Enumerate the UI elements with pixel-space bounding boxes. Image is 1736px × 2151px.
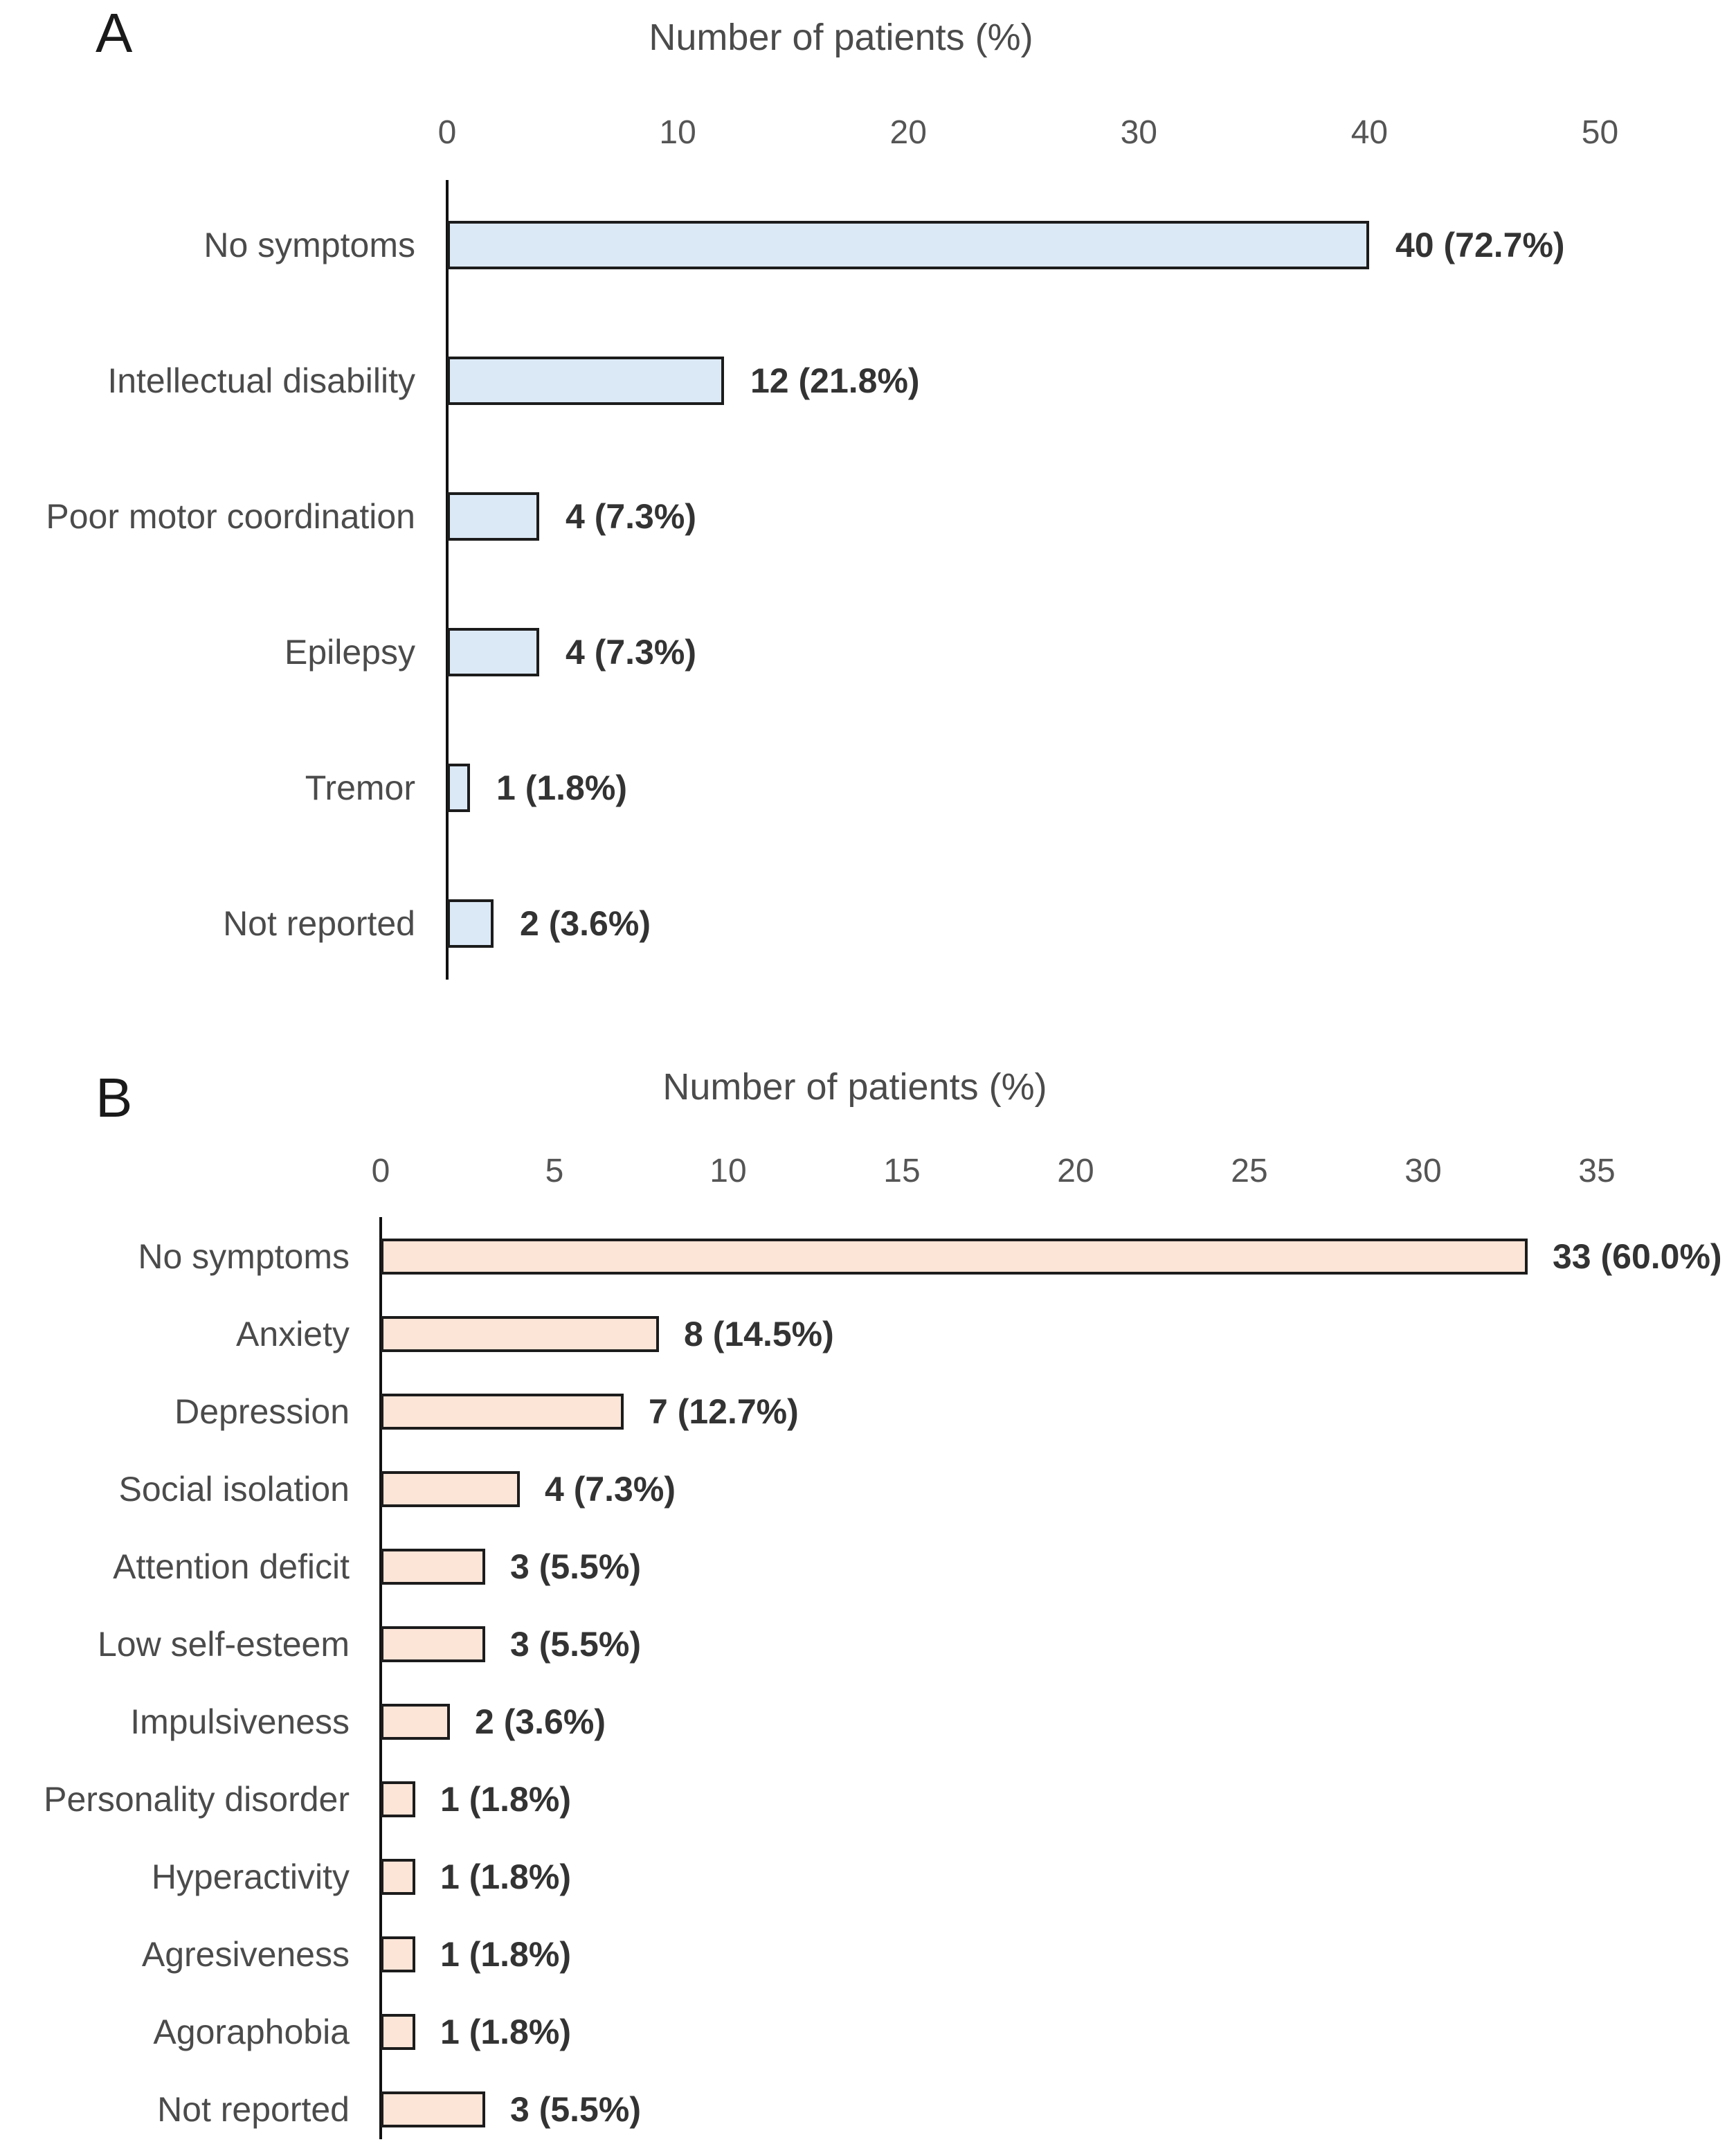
value-label: 4 (7.3%) [566, 497, 696, 536]
value-label: 2 (3.6%) [475, 1702, 606, 1741]
value-label: 3 (5.5%) [510, 1625, 641, 1664]
bar [381, 2091, 485, 2127]
category-label: Epilepsy [284, 633, 415, 672]
value-label: 4 (7.3%) [545, 1470, 676, 1509]
bar [447, 628, 539, 676]
x-tick-label: 20 [1057, 1153, 1094, 1189]
panel-a-letter: A [96, 2, 133, 64]
x-tick-label: 10 [659, 114, 696, 151]
value-label: 40 (72.7%) [1395, 226, 1565, 264]
bar [381, 1781, 415, 1817]
bar [447, 899, 494, 948]
value-label: 4 (7.3%) [566, 633, 696, 672]
bar [447, 764, 470, 812]
bar [381, 1936, 415, 1972]
value-label: 1 (1.8%) [440, 1780, 571, 1819]
category-label: No symptoms [138, 1237, 350, 1276]
bar [381, 2014, 415, 2050]
category-label: Not reported [223, 904, 415, 943]
bar [381, 1859, 415, 1895]
value-label: 2 (3.6%) [520, 904, 651, 943]
value-label: 3 (5.5%) [510, 2090, 641, 2129]
category-label: Agoraphobia [153, 2013, 350, 2051]
value-label: 3 (5.5%) [510, 1547, 641, 1586]
bar [381, 1549, 485, 1585]
bar [381, 1239, 1528, 1275]
bar [381, 1471, 520, 1507]
category-label: Attention deficit [113, 1547, 350, 1586]
value-label: 1 (1.8%) [440, 1857, 571, 1896]
x-tick-label: 25 [1231, 1153, 1268, 1189]
x-tick-label: 5 [545, 1153, 564, 1189]
x-tick-label: 30 [1120, 114, 1157, 151]
x-tick-label: 15 [883, 1153, 921, 1189]
bar [447, 221, 1369, 269]
value-label: 7 (12.7%) [649, 1392, 799, 1431]
category-label: Impulsiveness [130, 1702, 350, 1741]
bar [447, 492, 539, 541]
category-label: Hyperactivity [151, 1857, 350, 1896]
category-label: Poor motor coordination [46, 497, 415, 536]
x-tick-label: 20 [889, 114, 927, 151]
category-label: Intellectual disability [107, 361, 415, 400]
bar [381, 1626, 485, 1662]
category-label: Not reported [157, 2090, 350, 2129]
bar [381, 1394, 624, 1430]
bar [381, 1316, 659, 1352]
panel-b-y-axis [379, 1217, 382, 2139]
x-tick-label: 50 [1581, 114, 1619, 151]
category-label: Tremor [305, 768, 415, 807]
category-label: No symptoms [204, 226, 415, 264]
value-label: 12 (21.8%) [750, 361, 920, 400]
value-label: 1 (1.8%) [440, 1935, 571, 1974]
bar [381, 1704, 450, 1740]
category-label: Anxiety [236, 1315, 350, 1353]
panel-a-y-axis [446, 180, 449, 980]
x-tick-label: 10 [709, 1153, 747, 1189]
x-tick-label: 35 [1578, 1153, 1616, 1189]
x-tick-label: 40 [1350, 114, 1389, 151]
category-label: Agresiveness [141, 1935, 350, 1974]
value-label: 1 (1.8%) [496, 768, 627, 807]
category-label: Low self-esteem [97, 1625, 350, 1664]
category-label: Personality disorder [44, 1780, 350, 1819]
value-label: 1 (1.8%) [440, 2013, 571, 2051]
value-label: 8 (14.5%) [684, 1315, 834, 1353]
x-tick-label: 0 [371, 1153, 390, 1189]
value-label: 33 (60.0%) [1553, 1237, 1722, 1276]
category-label: Depression [174, 1392, 350, 1431]
x-tick-label: 0 [437, 114, 457, 151]
panel-a-title: Number of patients (%) [649, 17, 1033, 58]
panel-b-letter: B [96, 1067, 133, 1128]
panel-b-title: Number of patients (%) [662, 1066, 1047, 1108]
category-label: Social isolation [118, 1470, 350, 1509]
x-tick-label: 30 [1404, 1153, 1442, 1189]
bar [447, 357, 724, 405]
